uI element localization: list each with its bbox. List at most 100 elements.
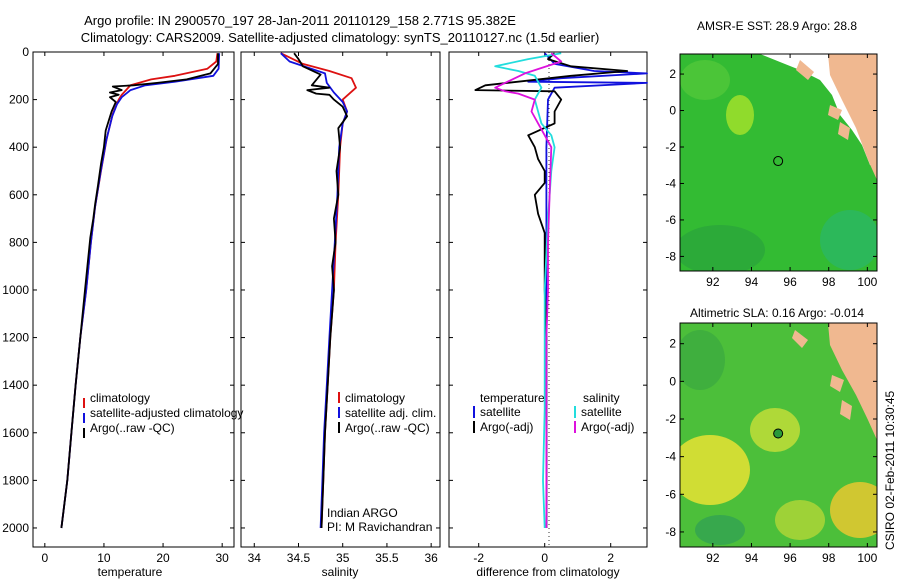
sst-map-panel: AMSR-E SST: 28.9 Argo: 28.8 xyxy=(679,19,878,272)
legend-label-climatology: climatology xyxy=(90,391,150,405)
legend-header-temperature: temperature xyxy=(480,391,545,405)
sla-map-field xyxy=(680,323,877,545)
sst-map-title: AMSR-E SST: 28.9 Argo: 28.8 xyxy=(697,19,857,33)
footer-credit: CSIRO 02-Feb-2011 10:30:45 xyxy=(883,390,897,550)
salinity-xlabel: salinity xyxy=(322,565,359,579)
sla-map-ytick-label: 2 xyxy=(669,337,676,351)
sst-map-frame xyxy=(679,53,878,272)
salinity-series-climatology xyxy=(280,52,357,529)
difference-series-salinity-satellite xyxy=(494,52,562,529)
sla-map-title: Altimetric SLA: 0.16 Argo: -0.014 xyxy=(690,306,864,320)
sst-map-ytick-label: 0 xyxy=(669,104,676,118)
sst-map-ytick-label: -6 xyxy=(665,213,676,227)
difference-legend: temperature salinity satellite Argo(-adj… xyxy=(473,391,634,434)
depth-ytick-label: 1600 xyxy=(2,426,29,440)
sla-map-xtick-label: 98 xyxy=(822,551,836,565)
sst-map-island xyxy=(796,60,814,80)
depth-ytick-label: 0 xyxy=(22,45,29,59)
figure-title-line1: Argo profile: IN 2900570_197 28-Jan-2011… xyxy=(84,13,516,28)
sla-map-land xyxy=(828,323,877,440)
sla-map-xtick-label: 96 xyxy=(783,551,797,565)
salinity-xtick-label: 35.5 xyxy=(375,551,399,565)
sst-map-xtick-label: 96 xyxy=(783,275,797,289)
difference-series-salinity-argo-adj xyxy=(494,52,563,528)
sla-map-panel: Altimetric SLA: 0.16 Argo: -0.014 xyxy=(679,306,878,548)
difference-xtick-label: 0 xyxy=(541,551,548,565)
temperature-xtick-label: 10 xyxy=(97,551,111,565)
depth-ytick-label: 200 xyxy=(9,93,29,107)
sst-map-xtick-label: 92 xyxy=(706,275,720,289)
sst-map-ytick-label: -4 xyxy=(665,176,676,190)
sst-map-ytick-label: -2 xyxy=(665,140,676,154)
difference-plot-frame xyxy=(448,51,648,548)
legend-label-satellite: satellite-adjusted climatology xyxy=(90,406,243,420)
series-lines xyxy=(60,52,648,529)
sst-map-land xyxy=(828,54,877,180)
sla-map-ytick-label: -6 xyxy=(665,487,676,501)
salinity-annotation-institution: Indian ARGO xyxy=(327,506,398,520)
sst-map-ytick-label: 2 xyxy=(669,67,676,81)
salinity-xtick-label: 34 xyxy=(248,551,262,565)
temperature-xlabel: temperature xyxy=(98,565,163,579)
temperature-plot-frame xyxy=(32,51,235,548)
salinity-panel: salinity climatology satellite adj. clim… xyxy=(240,51,441,579)
salinity-series-argo-raw-qc xyxy=(293,52,349,529)
difference-panel: difference from climatology temperature … xyxy=(448,51,648,579)
legend-label-salinity-argo: Argo(-adj) xyxy=(581,420,634,434)
sla-map-island xyxy=(840,400,852,420)
sst-map-argo-marker xyxy=(773,156,784,167)
salinity-xtick-label: 34.5 xyxy=(287,551,311,565)
depth-ytick-label: 1000 xyxy=(2,283,29,297)
sla-map-ytick-label: -2 xyxy=(665,412,676,426)
legend-header-salinity: salinity xyxy=(583,391,620,405)
sla-map-argo-marker xyxy=(773,428,784,439)
legend-label-temperature-argo: Argo(-adj) xyxy=(480,420,533,434)
sst-map-island xyxy=(828,105,842,120)
difference-xlabel: difference from climatology xyxy=(476,565,619,579)
axis-ticks: 0 10 20 30020040060080010001200140016001800… xyxy=(2,45,877,565)
difference-series-temperature-argo-adj xyxy=(474,52,629,528)
temperature-legend: climatology satellite-adjusted climatolo… xyxy=(83,391,243,438)
salinity-annotation-pi: PI: M Ravichandran xyxy=(327,520,432,534)
legend-label-temperature-satellite: satellite xyxy=(480,405,521,419)
legend-label-climatology: climatology xyxy=(345,391,405,405)
temperature-series-argo-raw-qc xyxy=(60,53,219,529)
sst-map-xtick-label: 100 xyxy=(857,275,877,289)
temperature-xtick-label: 0 xyxy=(41,551,48,565)
sla-map-xtick-label: 92 xyxy=(706,551,720,565)
depth-ytick-label: 800 xyxy=(9,235,29,249)
sla-map-frame xyxy=(679,322,878,548)
depth-ytick-label: 1800 xyxy=(2,473,29,487)
salinity-xtick-label: 36 xyxy=(424,551,438,565)
depth-ytick-label: 600 xyxy=(9,188,29,202)
sst-map-ytick-label: -8 xyxy=(665,249,676,263)
sla-map-xtick-label: 94 xyxy=(745,551,759,565)
legend-label-argo: Argo(..raw -QC) xyxy=(345,421,430,435)
depth-ytick-label: 1200 xyxy=(2,331,29,345)
figure-title-line2: Climatology: CARS2009. Satellite-adjuste… xyxy=(81,30,600,45)
sst-map-island xyxy=(838,122,850,140)
legend-label-salinity-satellite: satellite xyxy=(581,405,622,419)
temperature-xtick-label: 20 xyxy=(156,551,170,565)
salinity-series-satellite-adj-clim xyxy=(280,52,349,529)
temperature-panel: temperature climatology satellite-adjust… xyxy=(32,51,243,579)
legend-label-argo: Argo(..raw -QC) xyxy=(90,421,175,435)
sla-map-island xyxy=(830,375,844,392)
sst-map-xtick-label: 98 xyxy=(822,275,836,289)
temperature-xtick-label: 30 xyxy=(215,551,229,565)
salinity-legend: climatology satellite adj. clim. Argo(..… xyxy=(338,391,436,435)
difference-xtick-label: 2 xyxy=(607,551,614,565)
depth-ytick-label: 400 xyxy=(9,140,29,154)
sla-map-ytick-label: 0 xyxy=(669,374,676,388)
depth-ytick-label: 1400 xyxy=(2,378,29,392)
sst-map-field xyxy=(680,54,877,271)
sla-map-ytick-label: -8 xyxy=(665,525,676,539)
legend-label-satellite: satellite adj. clim. xyxy=(345,406,436,420)
sla-map-xtick-label: 100 xyxy=(857,551,877,565)
sla-map-ytick-label: -4 xyxy=(665,450,676,464)
difference-xtick-label: -2 xyxy=(473,551,484,565)
salinity-xtick-label: 35 xyxy=(336,551,350,565)
sla-map-island xyxy=(792,330,808,348)
depth-ytick-label: 2000 xyxy=(2,521,29,535)
